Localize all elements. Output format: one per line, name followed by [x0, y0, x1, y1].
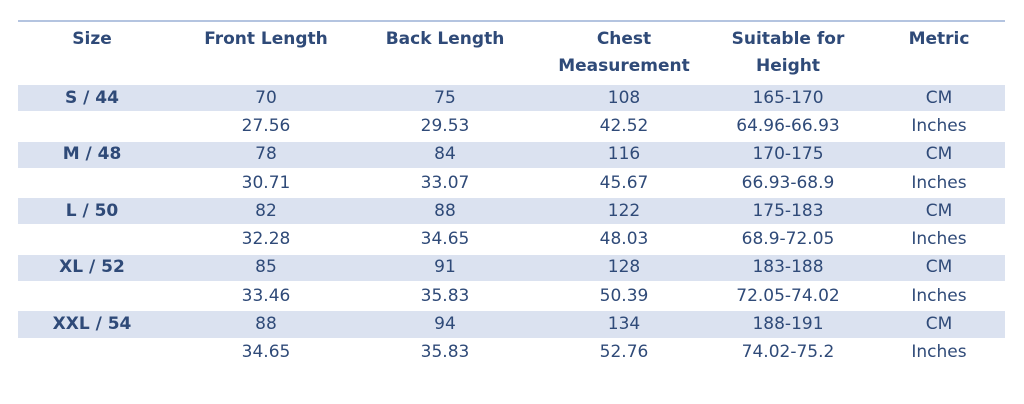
header-cell: Chest Measurement: [558, 29, 690, 76]
cm-cell: 88: [255, 314, 277, 335]
inch-cell: 35.83: [420, 285, 470, 306]
header-cell: Metric: [908, 29, 970, 49]
inch-cell: 33.07: [420, 172, 470, 193]
cm-cell: 91: [434, 257, 456, 278]
row-band: [18, 253, 1005, 283]
header-cell: Back Length: [385, 29, 505, 49]
row-band: [18, 140, 1005, 169]
header-cell: Suitable for Height: [731, 29, 845, 76]
size-label: XL / 52: [59, 257, 125, 278]
row-band: [18, 84, 1005, 113]
cm-cell: CM: [925, 257, 953, 278]
cm-cell: 75: [434, 87, 456, 108]
size-label: XXL / 54: [52, 314, 132, 335]
cm-cell: 175-183: [752, 200, 824, 221]
header-cell: Front Length: [204, 29, 328, 49]
inch-cell: 64.96-66.93: [736, 115, 840, 136]
inch-cell: Inches: [911, 342, 967, 363]
cm-cell: 134: [607, 314, 641, 335]
inch-cell: Inches: [911, 115, 967, 136]
cm-cell: 116: [607, 144, 641, 165]
size-label: L / 50: [65, 200, 119, 221]
inch-cell: 45.67: [599, 172, 649, 193]
inch-cell: 66.93-68.9: [741, 172, 835, 193]
cm-cell: CM: [925, 144, 953, 165]
cm-cell: 183-188: [752, 257, 824, 278]
cm-cell: 88: [434, 200, 456, 221]
cm-cell: 128: [607, 257, 641, 278]
row-band: [18, 197, 1005, 226]
inch-cell: 68.9-72.05: [741, 229, 835, 250]
inch-cell: 34.65: [420, 229, 470, 250]
cm-cell: 82: [255, 200, 277, 221]
header-cell: Size: [72, 29, 112, 49]
size-label: S / 44: [65, 87, 119, 108]
cm-cell: CM: [925, 87, 953, 108]
inch-cell: 35.83: [420, 342, 470, 363]
cm-cell: 84: [434, 144, 456, 165]
inch-cell: 50.39: [599, 285, 649, 306]
cm-cell: 165-170: [752, 87, 824, 108]
cm-cell: 85: [255, 257, 277, 278]
inch-cell: 29.53: [420, 115, 470, 136]
cm-cell: 170-175: [752, 144, 824, 165]
cm-cell: 188-191: [752, 314, 824, 335]
cm-cell: 122: [607, 200, 641, 221]
inch-cell: 34.65: [241, 342, 291, 363]
inch-cell: 48.03: [599, 229, 649, 250]
inch-cell: 74.02-75.2: [741, 342, 835, 363]
cm-cell: CM: [925, 314, 953, 335]
inch-cell: 27.56: [241, 115, 291, 136]
cm-cell: 108: [607, 87, 641, 108]
row-band: [18, 310, 1005, 339]
cm-cell: CM: [925, 200, 953, 221]
inch-cell: 52.76: [599, 342, 649, 363]
size-label: M / 48: [62, 144, 122, 165]
table-top-border: [18, 20, 1005, 22]
cm-cell: 70: [255, 87, 277, 108]
inch-cell: 33.46: [241, 285, 291, 306]
cm-cell: 78: [255, 144, 277, 165]
inch-cell: Inches: [911, 172, 967, 193]
inch-cell: 72.05-74.02: [736, 285, 840, 306]
inch-cell: 30.71: [241, 172, 291, 193]
cm-cell: 94: [434, 314, 456, 335]
inch-cell: Inches: [911, 285, 967, 306]
inch-cell: 32.28: [241, 229, 291, 250]
inch-cell: 42.52: [599, 115, 649, 136]
inch-cell: Inches: [911, 229, 967, 250]
